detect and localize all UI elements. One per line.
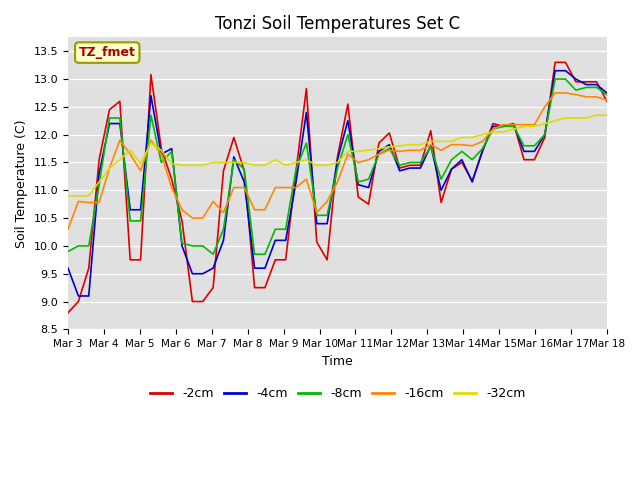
Legend: -2cm, -4cm, -8cm, -16cm, -32cm: -2cm, -4cm, -8cm, -16cm, -32cm [145, 382, 531, 405]
X-axis label: Time: Time [322, 355, 353, 368]
Y-axis label: Soil Temperature (C): Soil Temperature (C) [15, 119, 28, 248]
Title: Tonzi Soil Temperatures Set C: Tonzi Soil Temperatures Set C [215, 15, 460, 33]
Text: TZ_fmet: TZ_fmet [79, 46, 136, 59]
